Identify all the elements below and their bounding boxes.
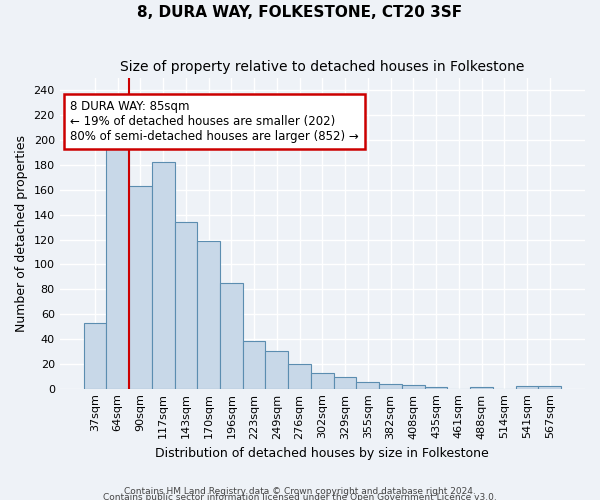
Bar bbox=[265, 352, 288, 389]
Bar bbox=[243, 342, 265, 388]
Bar bbox=[311, 372, 334, 388]
X-axis label: Distribution of detached houses by size in Folkestone: Distribution of detached houses by size … bbox=[155, 447, 489, 460]
Bar bbox=[379, 384, 402, 388]
Bar bbox=[152, 162, 175, 388]
Bar bbox=[288, 364, 311, 388]
Text: 8, DURA WAY, FOLKESTONE, CT20 3SF: 8, DURA WAY, FOLKESTONE, CT20 3SF bbox=[137, 5, 463, 20]
Bar bbox=[538, 386, 561, 388]
Bar bbox=[334, 378, 356, 388]
Text: 8 DURA WAY: 85sqm
← 19% of detached houses are smaller (202)
80% of semi-detache: 8 DURA WAY: 85sqm ← 19% of detached hous… bbox=[70, 100, 359, 142]
Bar bbox=[83, 323, 106, 388]
Bar bbox=[197, 241, 220, 388]
Text: Contains public sector information licensed under the Open Government Licence v3: Contains public sector information licen… bbox=[103, 492, 497, 500]
Bar bbox=[129, 186, 152, 388]
Bar bbox=[515, 386, 538, 388]
Bar bbox=[106, 140, 129, 388]
Bar bbox=[175, 222, 197, 388]
Y-axis label: Number of detached properties: Number of detached properties bbox=[15, 135, 28, 332]
Bar bbox=[356, 382, 379, 388]
Bar bbox=[220, 283, 243, 389]
Text: Contains HM Land Registry data © Crown copyright and database right 2024.: Contains HM Land Registry data © Crown c… bbox=[124, 486, 476, 496]
Bar bbox=[402, 385, 425, 388]
Title: Size of property relative to detached houses in Folkestone: Size of property relative to detached ho… bbox=[120, 60, 524, 74]
